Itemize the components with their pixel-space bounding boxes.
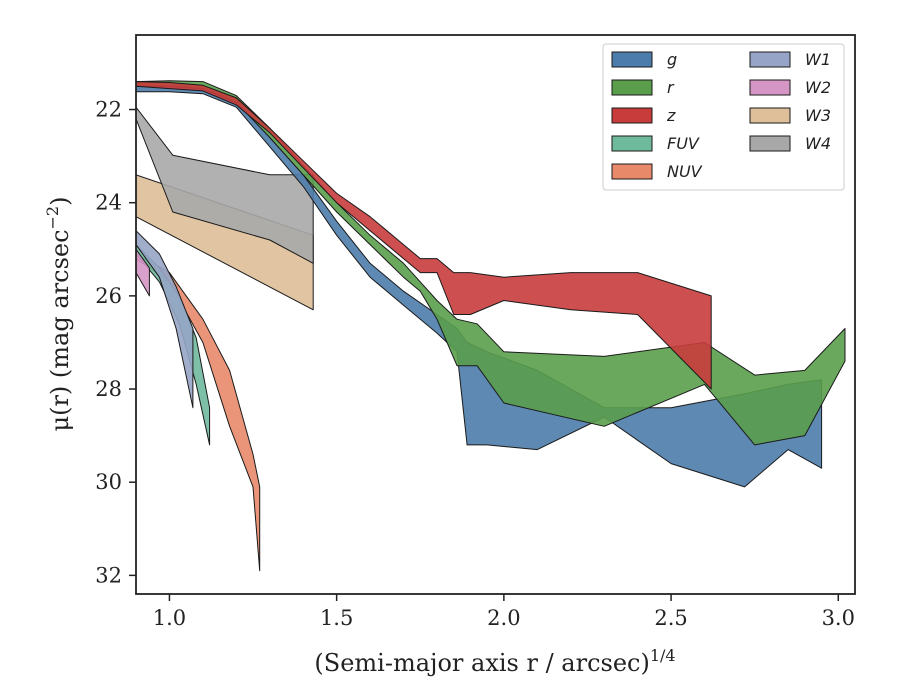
legend-label-w4: W4 — [805, 134, 831, 153]
legend-swatch-z — [611, 107, 653, 124]
y-axis-ticks: 22 24 26 28 30 32 — [95, 98, 136, 587]
x-tick-label: 1.0 — [153, 606, 186, 630]
legend-label-nuv: NUV — [667, 162, 703, 181]
legend-label-w3: W3 — [805, 106, 831, 125]
band-z — [136, 81, 712, 390]
band-g — [136, 85, 823, 488]
legend-swatch-fuv — [611, 135, 653, 152]
y-tick-label: 30 — [95, 470, 122, 494]
x-tick-label: 3.0 — [822, 606, 855, 630]
legend-swatch-nuv — [611, 163, 653, 180]
x-tick-label: 2.5 — [654, 606, 687, 630]
x-axis-ticks: 1.0 1.5 2.0 2.5 3.0 — [153, 594, 855, 630]
band-r — [136, 80, 846, 446]
legend-label-w2: W2 — [805, 78, 831, 97]
x-axis-label: (Semi-major axis r / arcsec)1/4 — [314, 646, 675, 677]
legend-label-z: z — [666, 106, 676, 125]
band-w1 — [136, 230, 194, 409]
legend: grz FUV NUV W1 W2 W3 W4 — [602, 43, 845, 191]
y-tick-label: 28 — [95, 377, 122, 401]
y-tick-label: 32 — [95, 563, 122, 587]
profile-bands — [136, 80, 846, 572]
y-axis-label-exponent: −2 — [43, 206, 62, 230]
legend-label-fuv: FUV — [667, 134, 700, 153]
y-tick-label: 24 — [95, 191, 122, 215]
legend-label-g: g — [667, 50, 677, 69]
band-w4 — [136, 106, 314, 264]
x-tick-label: 2.0 — [487, 606, 520, 630]
y-axis-label-close: ) — [46, 197, 74, 206]
legend-swatch-w1 — [749, 51, 791, 68]
x-tick-label: 1.5 — [320, 606, 353, 630]
legend-entries: grz FUV NUV W1 W2 W3 W4 — [611, 50, 831, 181]
y-tick-label: 26 — [95, 284, 122, 308]
band-w2 — [136, 248, 150, 297]
y-axis-label: μ(r) (mag arcsec−2) — [43, 197, 74, 432]
legend-swatch-w3 — [749, 107, 791, 124]
x-axis-label-exponent: 1/4 — [650, 646, 676, 665]
legend-label-r: r — [667, 78, 675, 97]
legend-swatch-w2 — [749, 79, 791, 96]
plot-frame — [135, 34, 856, 595]
legend-swatch-w4 — [749, 135, 791, 152]
legend-swatch-r — [611, 79, 653, 96]
legend-label-w1: W1 — [805, 50, 831, 69]
y-tick-label: 22 — [95, 98, 122, 122]
legend-swatch-g — [611, 51, 653, 68]
